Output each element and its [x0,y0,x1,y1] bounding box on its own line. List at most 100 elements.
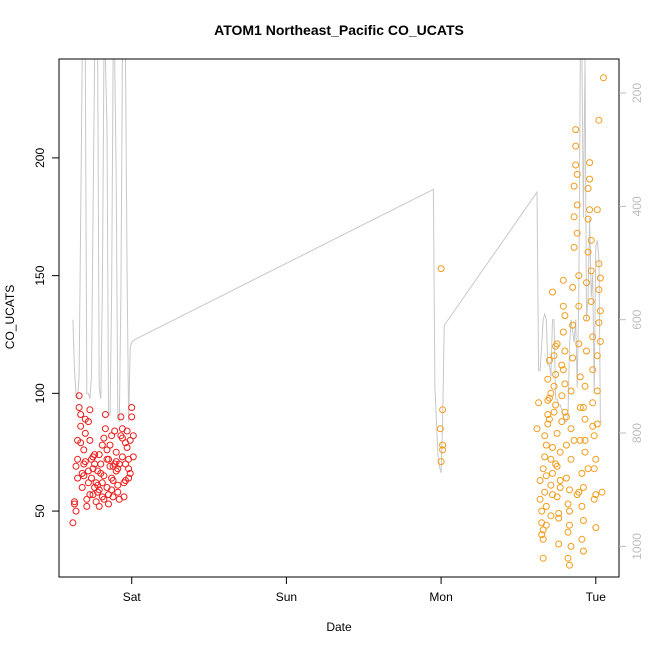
data-point [561,380,569,388]
data-point [596,307,604,315]
data-point [587,298,595,305]
data-point [108,486,116,494]
data-point [547,481,555,489]
data-point [595,319,603,327]
data-point [589,422,597,430]
data-point [562,474,570,482]
data-point [581,448,589,456]
data-point [587,236,595,244]
data-point [542,521,550,529]
data-point [595,116,603,124]
data-point [559,302,567,310]
data-point [575,302,583,310]
data-point [92,498,100,506]
data-point [570,436,578,444]
data-point [123,444,131,451]
x-tick-label: Tue [586,590,607,604]
data-point [125,474,133,482]
data-point [576,404,584,411]
data-point [101,411,109,418]
data-point [584,465,592,473]
data-point [550,352,558,360]
data-point [589,399,597,407]
data-point [439,446,447,454]
data-point [74,455,82,463]
data-point [567,387,575,395]
data-point [89,453,97,461]
data-point [81,429,89,437]
data-point [566,507,573,515]
data-point [544,396,552,404]
data-point [555,514,563,522]
data-point [587,267,595,275]
data-point [71,498,78,506]
data-point [542,472,550,480]
data-point [570,213,578,221]
data-point [86,406,94,414]
data-point [101,425,109,433]
data-point [562,413,570,421]
data-point [559,328,567,336]
data-point [590,495,598,503]
data-point [97,460,105,468]
data-point [536,495,544,503]
data-point [439,441,447,449]
data-point [83,495,91,503]
data-point [118,434,126,442]
data-point [109,493,117,501]
x-tick-label: Mon [429,590,452,604]
data-point [595,286,603,294]
data-point [69,519,77,527]
data-point [550,382,558,390]
y2-tick-label: 1000 [630,533,644,560]
data-point [550,408,558,416]
data-point [561,312,569,320]
data-point [570,243,578,251]
data-point [567,455,575,463]
data-point [561,347,569,355]
x-axis: Sat Sun Mon Tue [123,577,607,604]
data-point [553,429,561,437]
x-tick-label: Sat [123,590,142,604]
data-point [579,404,587,411]
data-point [576,373,584,381]
data-point [545,415,553,423]
data-point [564,500,572,508]
data-point [81,458,89,466]
data-point [552,401,560,409]
data-point [589,333,597,341]
data-point [586,206,594,214]
data-point [584,248,592,256]
data-point [579,517,587,524]
data-point [84,418,92,426]
data-point [538,531,546,539]
data-point [112,448,120,456]
data-point [596,274,604,282]
data-point [128,404,136,411]
data-point [573,170,581,178]
data-point [581,382,589,390]
data-point [598,488,606,496]
data-point [126,436,134,444]
data-point [549,469,556,477]
data-point [84,479,92,487]
data-point [72,507,80,515]
data-point [114,488,122,496]
data-point [558,361,566,369]
data-point [586,159,594,167]
data-point [581,436,589,444]
data-point [541,453,549,461]
data-point [593,387,601,395]
data-point [128,413,136,421]
points-layer [69,74,607,569]
data-point [105,455,112,463]
data-point [578,502,586,510]
data-point [78,484,86,491]
data-point [94,481,102,489]
data-point [583,347,590,355]
data-point [108,432,116,440]
data-point [564,554,572,562]
data-point [117,413,125,421]
plot-frame [58,58,620,578]
